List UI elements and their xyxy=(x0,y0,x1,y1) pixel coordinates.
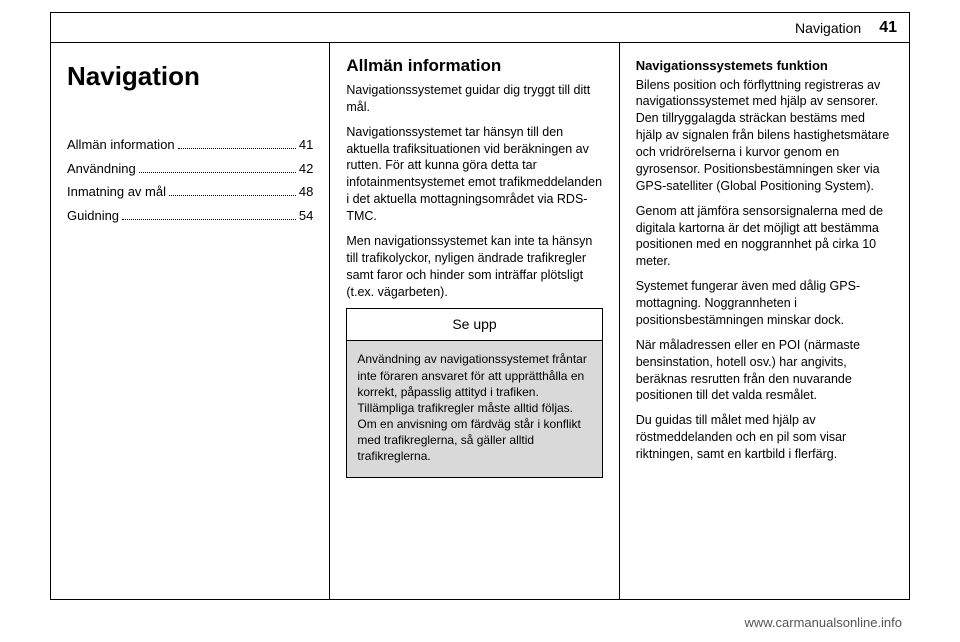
header-page-number: 41 xyxy=(879,19,897,37)
caution-box: Se upp Användning av navigationssystemet… xyxy=(346,308,602,477)
subsection-heading: Navigationssystemets funktion xyxy=(636,57,893,75)
toc-dots xyxy=(122,219,296,220)
toc-item-label: Inmatning av mål xyxy=(67,183,166,201)
caution-body: Användning av navigationssystemet frånta… xyxy=(347,341,601,476)
toc-item-label: Guidning xyxy=(67,207,119,225)
body-paragraph: Navigationssystemet guidar dig tryggt ti… xyxy=(346,82,602,116)
toc-item: Användning 42 xyxy=(67,160,313,178)
toc-item-label: Allmän information xyxy=(67,136,175,154)
page-header: Navigation 41 xyxy=(51,13,909,43)
section-heading: Allmän information xyxy=(346,55,602,78)
toc-item: Allmän information 41 xyxy=(67,136,313,154)
body-paragraph: Bilens position och förflyttning registr… xyxy=(636,77,893,195)
toc-item-page: 41 xyxy=(299,136,313,154)
toc-list: Allmän information 41 Användning 42 Inma… xyxy=(67,136,313,224)
toc-item-label: Användning xyxy=(67,160,136,178)
body-paragraph: Navigationssystemet tar hänsyn till den … xyxy=(346,124,602,225)
caution-heading: Se upp xyxy=(347,309,601,341)
toc-item-page: 42 xyxy=(299,160,313,178)
body-paragraph: Genom att jämföra sensorsignalerna med d… xyxy=(636,203,893,271)
toc-item: Inmatning av mål 48 xyxy=(67,183,313,201)
body-paragraph: När måladressen eller en POI (närmaste b… xyxy=(636,337,893,405)
toc-item: Guidning 54 xyxy=(67,207,313,225)
chapter-title: Navigation xyxy=(67,59,313,94)
toc-dots xyxy=(178,148,296,149)
toc-dots xyxy=(169,195,296,196)
page-content: Navigation Allmän information 41 Användn… xyxy=(51,43,909,599)
body-paragraph: Men navigationssystemet kan inte ta häns… xyxy=(346,233,602,301)
header-section-name: Navigation xyxy=(795,20,861,36)
body-column-3: Navigationssystemets funktion Bilens pos… xyxy=(620,43,909,599)
manual-page: Navigation 41 Navigation Allmän informat… xyxy=(50,12,910,600)
toc-item-page: 48 xyxy=(299,183,313,201)
footer-url: www.carmanualsonline.info xyxy=(744,615,902,630)
toc-item-page: 54 xyxy=(299,207,313,225)
toc-dots xyxy=(139,172,296,173)
body-column-2: Allmän information Navigationssystemet g… xyxy=(330,43,619,599)
body-paragraph: Systemet fungerar även med dålig GPS-mot… xyxy=(636,278,893,329)
toc-column: Navigation Allmän information 41 Användn… xyxy=(51,43,330,599)
body-paragraph: Du guidas till målet med hjälp av röstme… xyxy=(636,412,893,463)
